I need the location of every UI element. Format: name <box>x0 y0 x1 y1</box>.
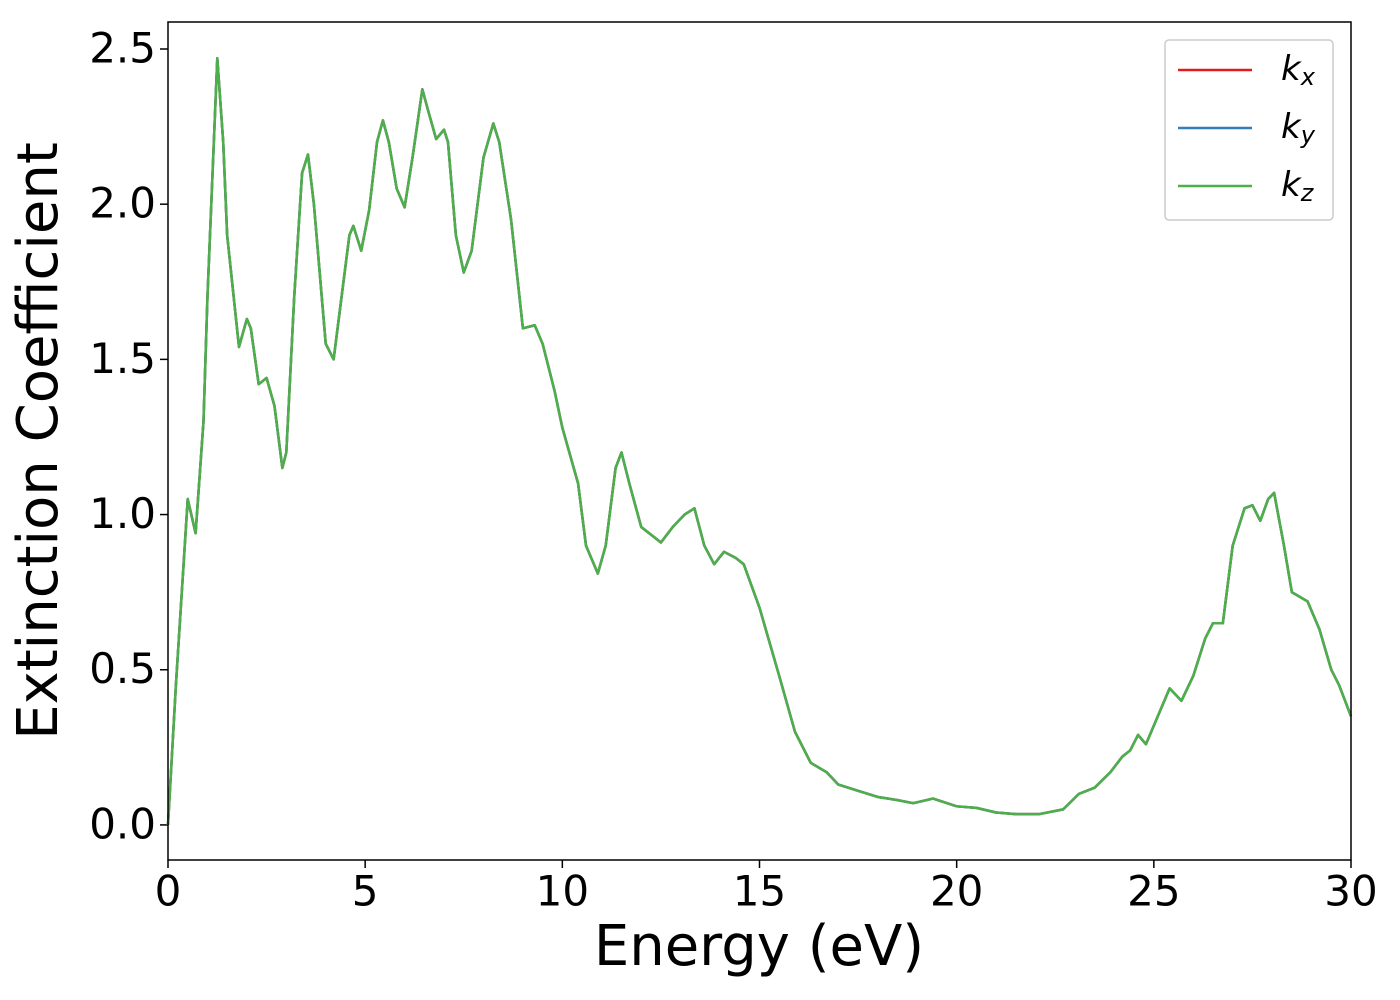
x-tick-label: 30 <box>1324 867 1377 916</box>
legend-label: ky <box>1281 107 1316 150</box>
y-tick-label: 1.5 <box>89 334 156 383</box>
x-tick-label: 15 <box>733 867 786 916</box>
y-axis-label: Extinction Coefficient <box>6 142 71 740</box>
plot-frame <box>167 21 1352 861</box>
data-line <box>166 57 1353 826</box>
y-tick-label: 0.0 <box>89 799 156 848</box>
x-tick-label: 10 <box>536 867 589 916</box>
x-axis-label: Energy (eV) <box>594 914 924 979</box>
y-tick-label: 2.5 <box>89 24 156 73</box>
y-tick-label: 2.0 <box>89 179 156 228</box>
x-tick-label: 0 <box>155 867 182 916</box>
x-tick-label: 25 <box>1127 867 1180 916</box>
x-tick-label: 5 <box>352 867 379 916</box>
y-tick-label: 1.0 <box>89 489 156 538</box>
y-tick-label: 0.5 <box>89 644 156 693</box>
legend: kx ky kz <box>1164 39 1334 221</box>
legend-box <box>1164 39 1334 221</box>
legend-label: kz <box>1281 165 1315 208</box>
x-tick-label: 20 <box>930 867 983 916</box>
legend-label: kx <box>1281 49 1316 92</box>
